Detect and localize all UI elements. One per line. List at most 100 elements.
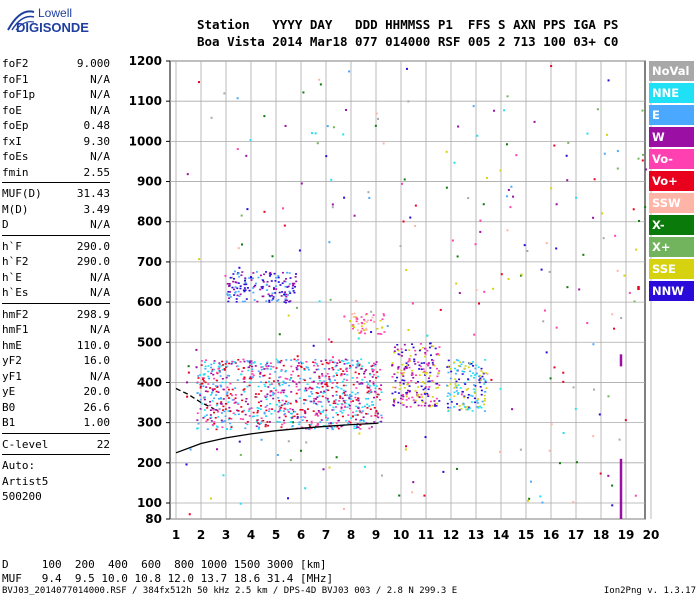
- data-point: [424, 353, 427, 355]
- data-point: [368, 387, 371, 389]
- data-point: [355, 366, 358, 369]
- x-tick-label: 17: [568, 528, 585, 542]
- data-point: [199, 394, 202, 397]
- data-point: [412, 346, 415, 349]
- param-label: M(D): [2, 202, 29, 216]
- data-point: [567, 141, 570, 144]
- data-point: [316, 415, 319, 417]
- data-point: [358, 432, 361, 435]
- data-point: [401, 379, 404, 381]
- data-point: [363, 370, 366, 373]
- data-point: [349, 320, 352, 323]
- data-point: [359, 428, 362, 430]
- data-point: [272, 288, 275, 291]
- data-point: [243, 300, 246, 303]
- data-point: [402, 371, 405, 374]
- data-point: [280, 359, 283, 362]
- data-point: [285, 395, 288, 398]
- data-point: [420, 385, 423, 388]
- data-point: [456, 255, 459, 258]
- data-point: [596, 108, 599, 111]
- x-tick-label: 7: [322, 528, 330, 542]
- data-point: [296, 416, 299, 418]
- header-values: Boa Vista 2014 Mar18 077 014000 RSF 005 …: [197, 34, 619, 49]
- data-point: [520, 273, 523, 276]
- data-point: [462, 402, 465, 405]
- legend-item-vo: Vo+: [649, 171, 694, 191]
- data-point: [363, 318, 366, 321]
- data-point: [426, 392, 429, 395]
- data-point: [368, 196, 371, 199]
- data-point: [278, 333, 281, 336]
- data-point: [399, 245, 402, 248]
- data-point: [378, 399, 381, 401]
- data-point: [366, 381, 369, 384]
- data-point: [367, 191, 370, 194]
- data-point: [409, 355, 412, 357]
- data-point: [286, 378, 289, 380]
- data-point: [220, 385, 223, 388]
- data-point: [358, 383, 361, 385]
- data-point: [354, 393, 357, 396]
- data-point: [641, 159, 644, 162]
- param-value: N/A: [90, 103, 110, 117]
- data-point: [312, 380, 315, 382]
- data-point: [262, 279, 265, 282]
- data-point: [238, 440, 241, 443]
- data-point: [250, 377, 253, 380]
- data-point: [601, 212, 604, 215]
- data-point: [259, 422, 262, 424]
- data-point: [279, 391, 282, 394]
- data-point: [234, 362, 237, 364]
- data-point: [393, 400, 396, 402]
- data-point: [232, 412, 235, 415]
- data-point: [196, 382, 199, 384]
- data-point: [213, 377, 216, 380]
- data-point: [316, 424, 319, 427]
- data-point: [318, 386, 321, 389]
- data-point: [453, 161, 456, 164]
- data-point: [268, 275, 271, 277]
- param-label: h`F2: [2, 255, 29, 268]
- data-point: [422, 388, 425, 391]
- data-point: [330, 359, 333, 362]
- data-point: [356, 414, 359, 416]
- data-point: [280, 404, 283, 407]
- data-point: [375, 415, 378, 417]
- data-point: [362, 420, 365, 422]
- data-point: [575, 461, 578, 464]
- data-point: [212, 411, 215, 414]
- data-point: [260, 390, 263, 392]
- data-point: [282, 419, 285, 422]
- data-point: [278, 382, 281, 385]
- data-point: [309, 425, 312, 428]
- data-point: [284, 291, 287, 293]
- data-point: [366, 386, 369, 389]
- data-point: [231, 388, 234, 391]
- data-point: [357, 337, 360, 340]
- data-point: [246, 360, 249, 362]
- data-point: [290, 420, 293, 423]
- data-point: [284, 280, 287, 283]
- data-point: [335, 390, 338, 393]
- data-point: [455, 369, 458, 372]
- data-point: [603, 152, 606, 155]
- data-point: [374, 124, 377, 127]
- data-point: [306, 408, 309, 410]
- data-point: [220, 401, 223, 403]
- data-point: [231, 362, 234, 364]
- param-value: 22: [96, 437, 110, 451]
- data-point: [291, 415, 294, 418]
- data-point: [474, 388, 477, 391]
- data-point: [479, 230, 482, 233]
- data-point: [381, 327, 384, 329]
- data-point: [285, 359, 288, 361]
- data-point: [455, 386, 458, 389]
- legend-item-vo: Vo-: [649, 149, 694, 169]
- data-point: [351, 391, 354, 394]
- data-point: [310, 400, 313, 403]
- data-point: [358, 402, 361, 405]
- data-point: [311, 387, 314, 390]
- data-point: [316, 396, 319, 399]
- data-point: [246, 385, 249, 388]
